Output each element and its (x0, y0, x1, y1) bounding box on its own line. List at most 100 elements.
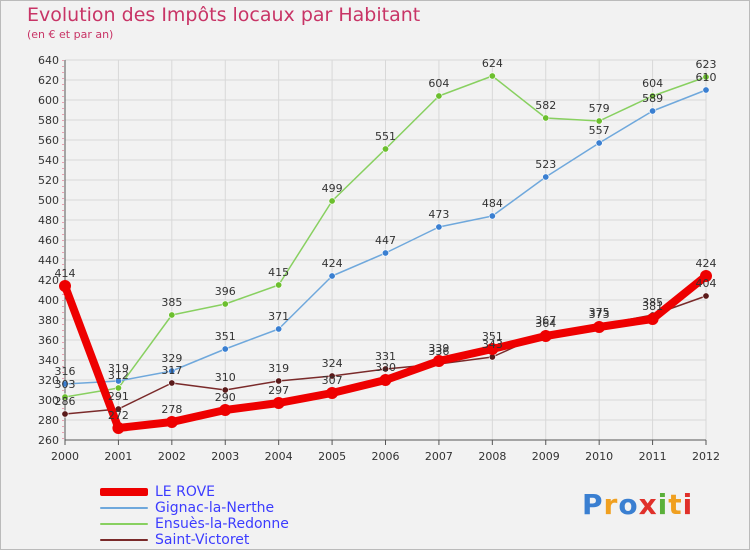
data-point (486, 343, 499, 355)
data-label: 329 (161, 352, 182, 365)
data-label: 310 (215, 371, 236, 384)
y-tick-label: 460 (38, 234, 59, 247)
data-point (542, 173, 550, 181)
data-label: 381 (642, 300, 663, 313)
data-point (326, 387, 339, 399)
logo-letter: t (668, 488, 683, 521)
series-lines (59, 72, 712, 434)
data-label: 396 (215, 285, 236, 298)
data-label: 404 (696, 277, 717, 290)
data-point (168, 367, 176, 375)
data-label: 286 (55, 395, 76, 408)
y-tick-label: 320 (38, 374, 59, 387)
data-label: 319 (268, 362, 289, 375)
data-point (595, 139, 603, 147)
data-point (114, 384, 122, 392)
data-point (381, 249, 389, 257)
y-tick-label: 620 (38, 74, 59, 87)
data-point (221, 386, 229, 394)
data-point (328, 372, 336, 380)
y-tick-label: 260 (38, 434, 59, 447)
y-tick-label: 560 (38, 134, 59, 147)
data-point (272, 397, 285, 409)
data-point (165, 416, 178, 428)
data-point (539, 330, 552, 342)
chart-title: Evolution des Impôts locaux par Habitant (27, 4, 421, 26)
axes: 260 280 300 320 340 360 380 400 420 440 460 480 500 5… (38, 54, 720, 463)
y-tick-label: 380 (38, 314, 59, 327)
data-label: 331 (375, 350, 396, 363)
y-tick-label: 420 (38, 274, 59, 287)
data-label: 324 (322, 357, 343, 370)
y-tick-label: 280 (38, 414, 59, 427)
data-point (168, 311, 176, 319)
x-tick-label: 2008 (478, 450, 506, 463)
data-label: 351 (215, 330, 236, 343)
data-point (702, 292, 710, 300)
data-label: 316 (55, 365, 76, 378)
data-point (61, 380, 69, 388)
x-tick-label: 2011 (639, 450, 667, 463)
data-label: 312 (108, 369, 129, 382)
data-label: 290 (215, 391, 236, 404)
data-label: 424 (696, 257, 717, 270)
data-point (219, 404, 232, 416)
legend-swatch (100, 507, 148, 509)
y-tick-label: 480 (38, 214, 59, 227)
data-point (112, 422, 125, 434)
x-tick-label: 2003 (211, 450, 239, 463)
data-label: 317 (161, 364, 182, 377)
data-label: 364 (535, 317, 556, 330)
y-tick-label: 300 (38, 394, 59, 407)
y-tick-label: 440 (38, 254, 59, 267)
data-point (702, 73, 710, 81)
data-point (275, 281, 283, 289)
data-label: 604 (642, 77, 663, 90)
line-chart: 260 280 300 320 340 360 380 400 420 440 460 480 500 5… (38, 54, 720, 463)
data-label: 373 (589, 308, 610, 321)
logo-letter: P (582, 488, 604, 521)
logo-letter: i (657, 488, 669, 521)
data-point (221, 300, 229, 308)
data-label: 385 (161, 296, 182, 309)
data-label: 385 (642, 296, 663, 309)
data-label: 473 (428, 208, 449, 221)
data-label: 336 (428, 345, 449, 358)
data-label: 307 (322, 374, 343, 387)
data-label: 303 (55, 378, 76, 391)
data-point (542, 114, 550, 122)
y-tick-label: 520 (38, 174, 59, 187)
legend-swatch (100, 488, 148, 496)
data-point (649, 107, 657, 115)
data-label: 343 (482, 338, 503, 351)
data-label: 291 (108, 390, 129, 403)
data-point (275, 377, 283, 385)
data-point (379, 374, 392, 386)
data-point (488, 72, 496, 80)
x-tick-label: 2012 (692, 450, 720, 463)
data-point (381, 145, 389, 153)
data-label: 351 (482, 330, 503, 343)
data-point (59, 280, 71, 292)
data-label: 499 (322, 182, 343, 195)
legend-label: Ensuès-la-Redonne (155, 516, 289, 532)
data-label: 589 (642, 92, 663, 105)
y-tick-label: 400 (38, 294, 59, 307)
data-label: 297 (268, 384, 289, 397)
legend-label: LE ROVE (155, 484, 216, 500)
data-label: 484 (482, 197, 503, 210)
logo-letter: o (618, 488, 639, 521)
y-tick-label: 340 (38, 354, 59, 367)
data-point (61, 410, 69, 418)
data-label: 604 (428, 77, 449, 90)
legend-label: Gignac-la-Nerthe (155, 500, 275, 516)
data-label: 319 (108, 362, 129, 375)
data-point (702, 86, 710, 94)
y-tick-label: 600 (38, 94, 59, 107)
data-label: 367 (535, 314, 556, 327)
data-label: 523 (535, 158, 556, 171)
data-point (646, 313, 659, 325)
data-label: 320 (375, 361, 396, 374)
data-point (700, 270, 712, 282)
legend-swatch (100, 523, 148, 525)
